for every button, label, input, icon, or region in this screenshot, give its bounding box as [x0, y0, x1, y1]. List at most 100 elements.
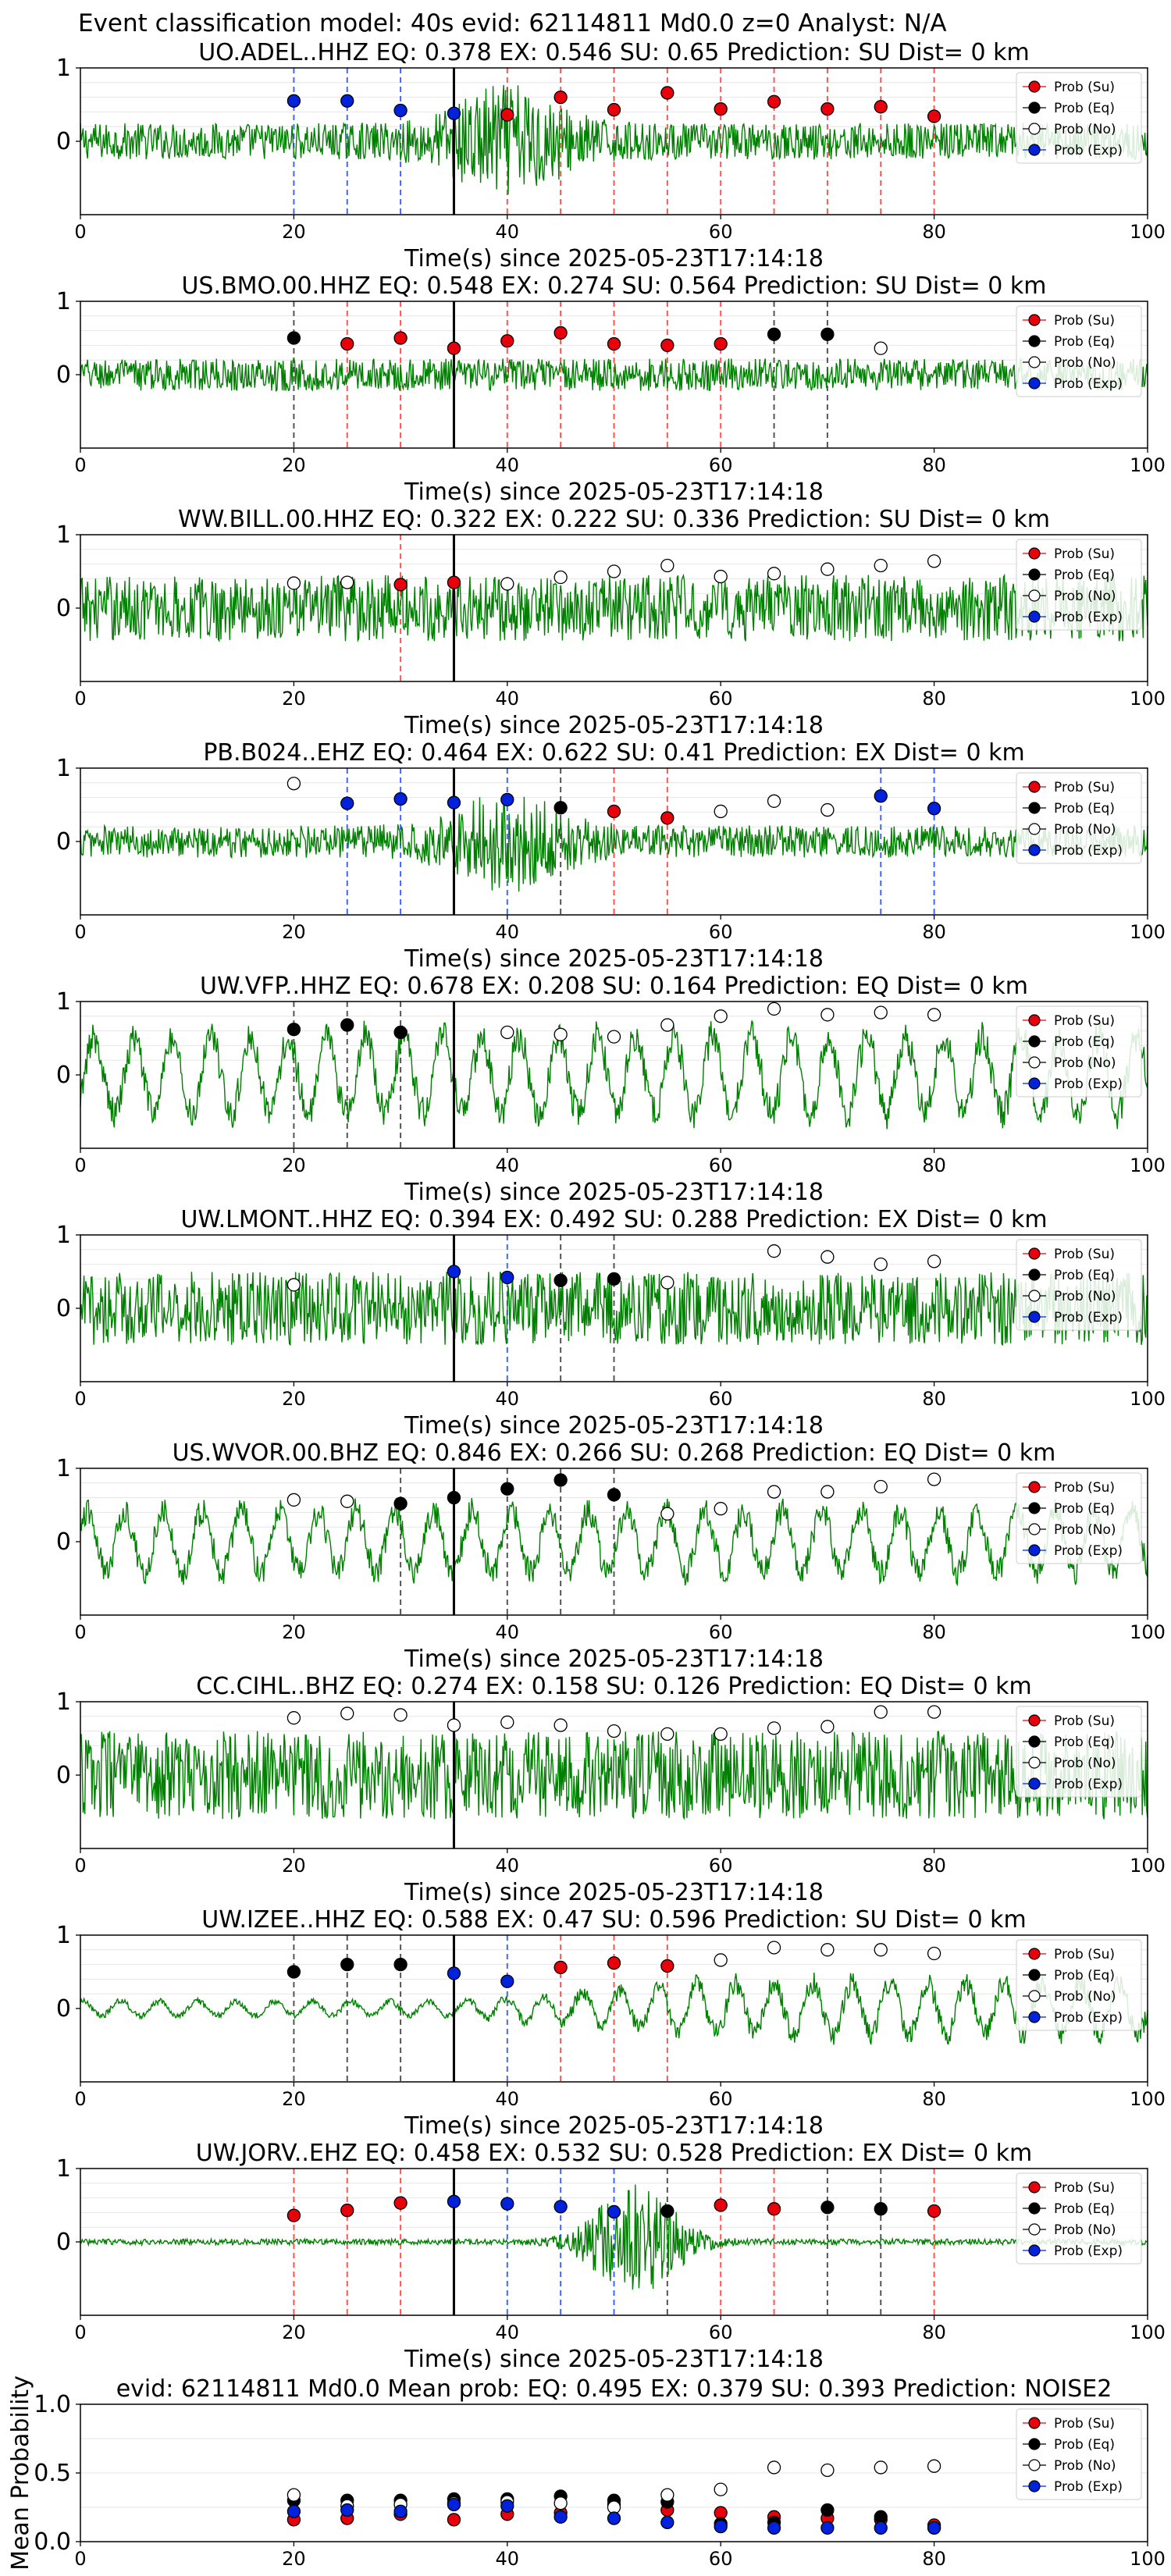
x-tick-label: 0 [74, 688, 86, 710]
prob-point-exp [607, 2204, 621, 2219]
mean-point-exp [820, 2521, 835, 2535]
prob-point-no [553, 570, 568, 585]
waveform-trace [80, 573, 1148, 643]
x-tick-label: 40 [496, 688, 520, 710]
prob-point-no [767, 1485, 781, 1499]
legend-marker-exp [1028, 2480, 1041, 2492]
axes-frame [80, 1701, 1148, 1849]
x-tick-label: 40 [496, 221, 520, 243]
mean-point-no [714, 2482, 728, 2496]
legend-marker-su [1028, 1948, 1041, 1960]
prob-point-no [714, 569, 728, 584]
prob-point-no [874, 1257, 888, 1272]
x-tick-label: 20 [282, 221, 306, 243]
x-axis-label: Time(s) since 2025-05-23T17:14:18 [404, 2112, 824, 2140]
legend-label: Prob (No) [1054, 1756, 1116, 1771]
prob-point-eq [287, 331, 301, 345]
mean-point-exp [767, 2521, 781, 2535]
legend-marker-eq [1028, 1502, 1041, 1514]
legend-label: Prob (Su) [1054, 2416, 1115, 2432]
prob-point-su [927, 109, 941, 123]
prob-point-su [553, 1960, 568, 1975]
panel-7: US.WVOR.00.BHZ EQ: 0.846 EX: 0.266 SU: 0… [56, 1439, 1166, 1673]
legend-box [1016, 1706, 1142, 1798]
x-tick-label: 60 [709, 688, 733, 710]
legend-marker-eq [1028, 2438, 1041, 2450]
legend-marker-su [1028, 1481, 1041, 1493]
prob-point-su [393, 331, 408, 345]
prob-point-no [714, 1953, 728, 1967]
prob-point-eq [820, 2201, 835, 2215]
y-tick-label: 1 [56, 1222, 71, 1249]
x-tick-label: 0 [74, 221, 86, 243]
prob-point-su [607, 102, 621, 117]
prob-point-no [927, 1472, 941, 1486]
y-tick-label: 1 [56, 1455, 71, 1482]
x-tick-label: 20 [282, 688, 306, 710]
legend: Prob (Su) Prob (Eq) Prob (No) Prob (Exp) [1016, 2408, 1142, 2500]
legend-label: Prob (No) [1054, 355, 1116, 371]
legend-marker-su [1028, 547, 1041, 560]
x-tick-label: 100 [1130, 1621, 1166, 1643]
figure-suptitle: Event classification model: 40s evid: 62… [78, 9, 947, 37]
legend-label: Prob (No) [1054, 822, 1116, 838]
x-axis-label: Time(s) since 2025-05-23T17:14:18 [404, 1179, 824, 1206]
x-axis-label: Time(s) since 2025-05-23T17:14:18 [404, 245, 824, 272]
prob-point-no [767, 1244, 781, 1258]
legend-marker-su [1028, 1714, 1041, 1727]
legend-label: Prob (Exp) [1054, 376, 1123, 392]
x-tick-label: 20 [282, 2548, 306, 2570]
waveform-trace [80, 1272, 1148, 1347]
legend-label: Prob (No) [1054, 1989, 1116, 2005]
prob-point-su [607, 1956, 621, 1970]
prob-point-no [714, 1727, 728, 1742]
x-tick-label: 40 [496, 921, 520, 943]
prob-point-eq [500, 1482, 514, 1496]
x-tick-label: 20 [282, 454, 306, 476]
legend-marker-su [1028, 2417, 1041, 2429]
y-tick-label: 0 [56, 361, 71, 389]
legend-label: Prob (Su) [1054, 2180, 1115, 2196]
prob-point-su [500, 108, 514, 122]
mean-point-exp [393, 2504, 408, 2518]
x-tick-label: 40 [496, 1855, 520, 1877]
x-axis-label: Time(s) since 2025-05-23T17:14:18 [404, 1646, 824, 1673]
prob-point-no [927, 1008, 941, 1022]
legend-label: Prob (No) [1054, 122, 1116, 137]
x-tick-label: 0 [74, 1855, 86, 1877]
prob-point-eq [393, 1496, 408, 1510]
legend-marker-no [1028, 356, 1041, 368]
x-tick-label: 60 [709, 1155, 733, 1176]
prob-point-su [660, 811, 674, 825]
legend-label: Prob (Exp) [1054, 1777, 1123, 1792]
prob-point-no [500, 1715, 514, 1729]
x-tick-label: 0 [74, 2322, 86, 2343]
prob-point-no [820, 1250, 835, 1264]
prob-point-eq [553, 1473, 568, 1487]
x-axis-label: Time(s) since 2025-05-23T17:14:18 [404, 479, 824, 506]
prob-point-no [714, 1009, 728, 1023]
legend-marker-no [1028, 123, 1041, 135]
mean-point-no [820, 2463, 835, 2478]
prob-point-eq [393, 1025, 408, 1040]
prob-point-su [553, 90, 568, 105]
prob-point-su [393, 2196, 408, 2210]
prob-point-su [340, 2203, 354, 2218]
x-tick-label: 80 [922, 921, 946, 943]
y-tick-label: 0 [56, 2229, 71, 2256]
prob-point-su [553, 326, 568, 340]
x-axis-label: Time(s) since 2025-05-23T17:14:18 [404, 1879, 824, 1906]
legend-box [1016, 305, 1142, 397]
y-tick-label: 0.5 [34, 2460, 71, 2487]
prob-point-eq [767, 327, 781, 341]
panel-11: evid: 62114811 Md0.0 Mean prob: EQ: 0.49… [7, 2375, 1166, 2571]
prob-point-no [447, 1718, 461, 1732]
legend-marker-exp [1028, 1311, 1041, 1323]
legend-label: Prob (Eq) [1054, 2437, 1115, 2453]
x-tick-label: 40 [496, 1155, 520, 1176]
legend-label: Prob (No) [1054, 1289, 1116, 1304]
mean-point-no [553, 2496, 568, 2510]
legend-label: Prob (Exp) [1054, 143, 1123, 158]
prob-point-su [660, 338, 674, 353]
prob-point-exp [447, 106, 461, 120]
